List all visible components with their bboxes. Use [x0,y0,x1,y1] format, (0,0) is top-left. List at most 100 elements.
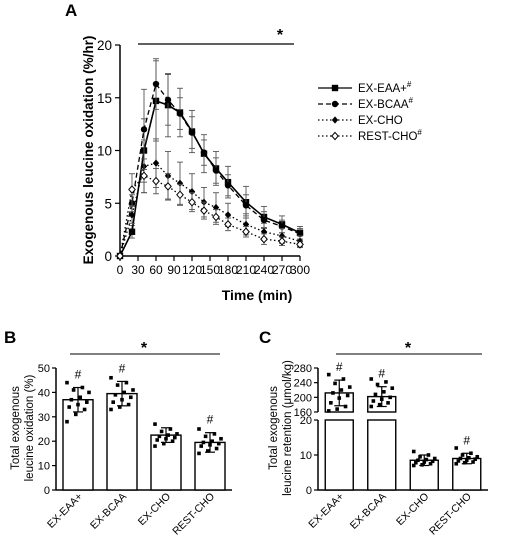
data-point [175,432,179,436]
data-point [460,453,465,457]
data-point [197,451,201,456]
legend-superscript: # [417,128,422,137]
data-point [197,427,201,431]
data-point [278,223,286,230]
data-point [377,402,382,407]
data-point [188,188,196,196]
data-point [113,393,118,397]
data-point [411,449,416,454]
series-line [119,82,301,257]
panel-c-ylabel-line1: Total exogenous [268,386,280,470]
data-point [416,458,420,463]
data-point [242,227,250,237]
data-point [343,404,348,409]
data-point [206,449,210,453]
data-point [278,232,286,240]
data-point [69,397,74,402]
bar [62,399,94,491]
data-point [219,436,223,441]
data-point [152,159,160,167]
data-point [326,409,331,413]
data-point [164,182,172,191]
data-point [152,80,160,88]
legend-marker [331,84,339,92]
category-label-rest-cho: REST-CHO [427,491,474,538]
panel-c-y-tick-label: 280 [294,363,312,375]
panel-b-ylabel-line1: Total exogenous [10,386,22,470]
data-point [373,392,378,397]
data-point [333,381,337,386]
data-point [458,456,463,461]
data-point [224,219,232,229]
data-point [115,383,120,387]
panel-a-x-tick-label: 150 [200,263,220,277]
legend-item-ex-bcaa: EX-BCAA# [318,96,414,111]
legend-item-rest-cho: REST-CHO# [318,128,422,143]
data-point [78,395,82,400]
bar-ex-cho: EX-CHO [394,449,439,528]
bar [150,434,182,491]
data-point [422,460,427,464]
data-point [386,401,390,405]
panel-b-ylabel-line2: leucine oxidation (%) [24,374,36,481]
data-point [65,419,69,424]
bar [409,459,439,491]
panel-c-y-tick-label: 160 [294,407,312,419]
data-point [124,380,129,385]
data-point [375,382,380,387]
panel-a-y-tick-label: 10 [97,144,112,159]
panel-c-y-tick-label: 10 [300,450,312,462]
data-point [341,377,346,381]
data-point [326,372,331,377]
panel-c-y-tick-label: 200 [294,392,312,404]
data-point [87,390,91,395]
data-point [120,397,124,402]
data-point [467,456,471,460]
data-point [201,440,206,445]
panel-b-letter: B [4,328,16,347]
data-point [111,400,115,404]
data-point [329,401,333,405]
panel-a-significance: * [277,27,284,44]
data-point [67,405,71,409]
data-point [331,391,335,395]
series-line [119,99,301,257]
category-label-ex-cho: EX-CHO [136,491,173,528]
data-point [176,190,184,200]
legend-label-ex-bcaa: EX-BCAA# [358,96,414,111]
category-label-ex-eaa: EX-EAA+ [45,491,85,531]
data-point [128,228,136,235]
data-point [212,212,220,222]
data-point [418,454,422,459]
panel-c-letter: C [259,328,271,347]
category-label-ex-eaa: EX-EAA+ [306,491,346,531]
data-point [469,451,473,456]
panel-a-x-tick-label: 120 [182,263,202,277]
data-point [242,220,250,228]
legend-marker [331,131,339,141]
data-point [131,388,135,392]
data-point [176,179,184,187]
legend-superscript: # [409,96,414,105]
significance-mark: # [336,360,343,374]
data-point [384,380,388,384]
significance-mark: # [75,368,82,382]
data-point [347,385,352,389]
category-label-ex-bcaa: EX-BCAA [88,491,129,532]
legend-label-ex-cho: EX-CHO [358,115,403,127]
panel-b-y-tick-label: 40 [38,387,50,399]
data-point [224,211,232,219]
data-point [128,211,136,219]
data-point [155,438,159,442]
legend-marker [331,100,339,108]
panel-b-y-tick-label: 30 [38,412,50,424]
legend-marker [331,116,339,124]
data-point [85,400,89,404]
panel-a-letter: A [65,1,77,20]
panel-a-x-tick-label: 0 [117,263,124,277]
data-point [176,110,184,117]
data-point [74,412,78,417]
panel-a-x-tick-label: 90 [167,263,181,277]
